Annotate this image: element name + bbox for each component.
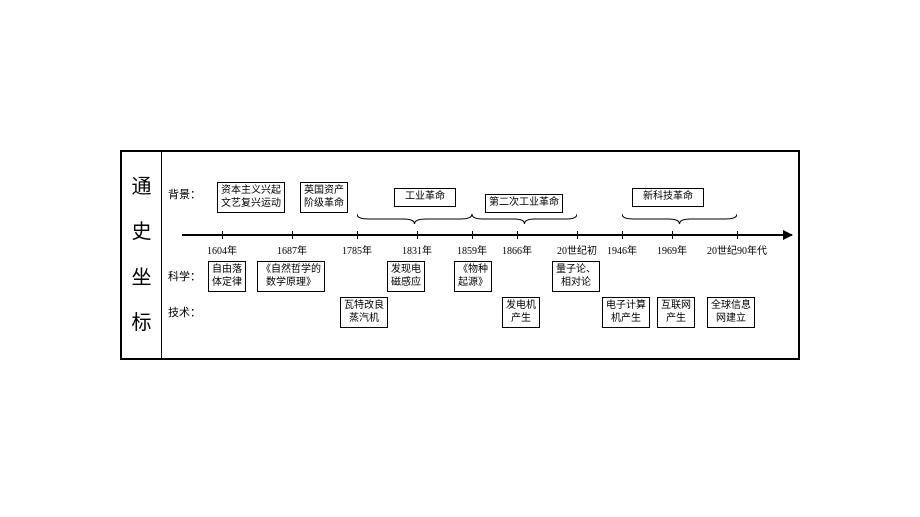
line2: 磁感应 bbox=[391, 277, 421, 288]
tick-label: 20世纪90年代 bbox=[707, 242, 767, 257]
line2: 阶级革命 bbox=[304, 198, 344, 209]
line2: 机产生 bbox=[611, 313, 641, 324]
tech-box-computer: 电子计算 机产生 bbox=[602, 297, 650, 328]
line1: 自由落 bbox=[212, 264, 242, 275]
title-char-4: 标 bbox=[132, 313, 152, 333]
bg-box-english-rev: 英国资产 阶级革命 bbox=[300, 182, 348, 213]
line1: 新科技革命 bbox=[643, 191, 693, 202]
tech-box-generator: 发电机 产生 bbox=[502, 297, 540, 328]
tech-box-steam-engine: 瓦特改良 蒸汽机 bbox=[340, 297, 388, 328]
line1: 瓦特改良 bbox=[344, 300, 384, 311]
line2: 起源》 bbox=[458, 277, 488, 288]
line1: 工业革命 bbox=[405, 191, 445, 202]
line1: 《自然哲学的 bbox=[261, 264, 321, 275]
tick bbox=[517, 231, 518, 239]
sci-box-principia: 《自然哲学的 数学原理》 bbox=[257, 261, 325, 292]
tick-label: 1946年 bbox=[607, 242, 637, 257]
line2: 数学原理》 bbox=[266, 277, 316, 288]
line1: 英国资产 bbox=[304, 185, 344, 196]
bg-box-capitalism: 资本主义兴起 文艺复兴运动 bbox=[217, 182, 285, 213]
bg-box-industrial-rev: 工业革命 bbox=[394, 188, 456, 207]
tech-box-internet: 互联网 产生 bbox=[657, 297, 695, 328]
tick-label: 1859年 bbox=[457, 242, 487, 257]
title-column: 通 史 坐 标 bbox=[122, 152, 162, 358]
line1: 资本主义兴起 bbox=[221, 185, 281, 196]
timeline-content: 背景： 科学： 技术： 1604年 1687年 1785年 1831年 1859… bbox=[162, 152, 798, 358]
tick-label: 1785年 bbox=[342, 242, 372, 257]
line1: 《物种 bbox=[458, 264, 488, 275]
tick-label: 20世纪初 bbox=[557, 242, 597, 257]
line1: 发电机 bbox=[506, 300, 536, 311]
tick-label: 1866年 bbox=[502, 242, 532, 257]
line1: 电子计算 bbox=[606, 300, 646, 311]
line2: 产生 bbox=[666, 313, 686, 324]
sci-box-quantum-relativity: 量子论、 相对论 bbox=[552, 261, 600, 292]
timeline-axis bbox=[182, 234, 792, 236]
line1: 第二次工业革命 bbox=[489, 197, 559, 208]
line2: 产生 bbox=[511, 313, 531, 324]
tick-label: 1687年 bbox=[277, 242, 307, 257]
line1: 发现电 bbox=[391, 264, 421, 275]
tick bbox=[292, 231, 293, 239]
title-char-3: 坐 bbox=[132, 268, 152, 288]
brace bbox=[472, 214, 577, 224]
tick-label: 1969年 bbox=[657, 242, 687, 257]
line1: 互联网 bbox=[661, 300, 691, 311]
label-background: 背景： bbox=[168, 186, 201, 202]
title-char-1: 通 bbox=[132, 177, 152, 197]
line2: 文艺复兴运动 bbox=[221, 198, 281, 209]
line2: 蒸汽机 bbox=[349, 313, 379, 324]
tech-box-www: 全球信息 网建立 bbox=[707, 297, 755, 328]
tick-label: 1831年 bbox=[402, 242, 432, 257]
tick bbox=[357, 231, 358, 239]
tick bbox=[472, 231, 473, 239]
sci-box-free-fall: 自由落 体定律 bbox=[208, 261, 246, 292]
line2: 相对论 bbox=[561, 277, 591, 288]
tick-label: 1604年 bbox=[207, 242, 237, 257]
tick bbox=[737, 231, 738, 239]
timeline-frame: 通 史 坐 标 背景： 科学： 技术： 1604年 1687年 1785年 18… bbox=[120, 150, 800, 360]
brace bbox=[357, 214, 472, 224]
tick bbox=[577, 231, 578, 239]
bg-box-new-tech-rev: 新科技革命 bbox=[632, 188, 704, 207]
label-technology: 技术： bbox=[168, 304, 201, 320]
line1: 全球信息 bbox=[711, 300, 751, 311]
tick bbox=[222, 231, 223, 239]
brace bbox=[622, 214, 737, 224]
tick bbox=[672, 231, 673, 239]
tick bbox=[417, 231, 418, 239]
sci-box-electromagnetic: 发现电 磁感应 bbox=[387, 261, 425, 292]
label-science: 科学： bbox=[168, 268, 201, 284]
title-char-2: 史 bbox=[132, 222, 152, 242]
bg-box-second-industrial: 第二次工业革命 bbox=[485, 194, 563, 213]
line2: 网建立 bbox=[716, 313, 746, 324]
line1: 量子论、 bbox=[556, 264, 596, 275]
tick bbox=[622, 231, 623, 239]
line2: 体定律 bbox=[212, 277, 242, 288]
sci-box-origin-species: 《物种 起源》 bbox=[454, 261, 492, 292]
